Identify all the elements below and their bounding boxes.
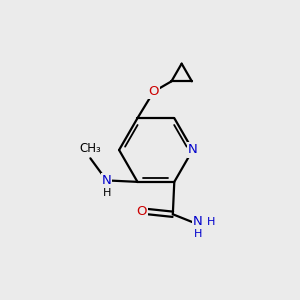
Text: O: O: [148, 85, 159, 98]
Text: O: O: [136, 205, 147, 218]
Text: N: N: [188, 143, 198, 157]
Text: CH₃: CH₃: [80, 142, 101, 155]
Text: H: H: [194, 229, 202, 239]
Text: N: N: [193, 215, 203, 228]
Text: H: H: [102, 188, 111, 198]
Text: N: N: [102, 174, 111, 187]
Text: H: H: [207, 217, 215, 226]
